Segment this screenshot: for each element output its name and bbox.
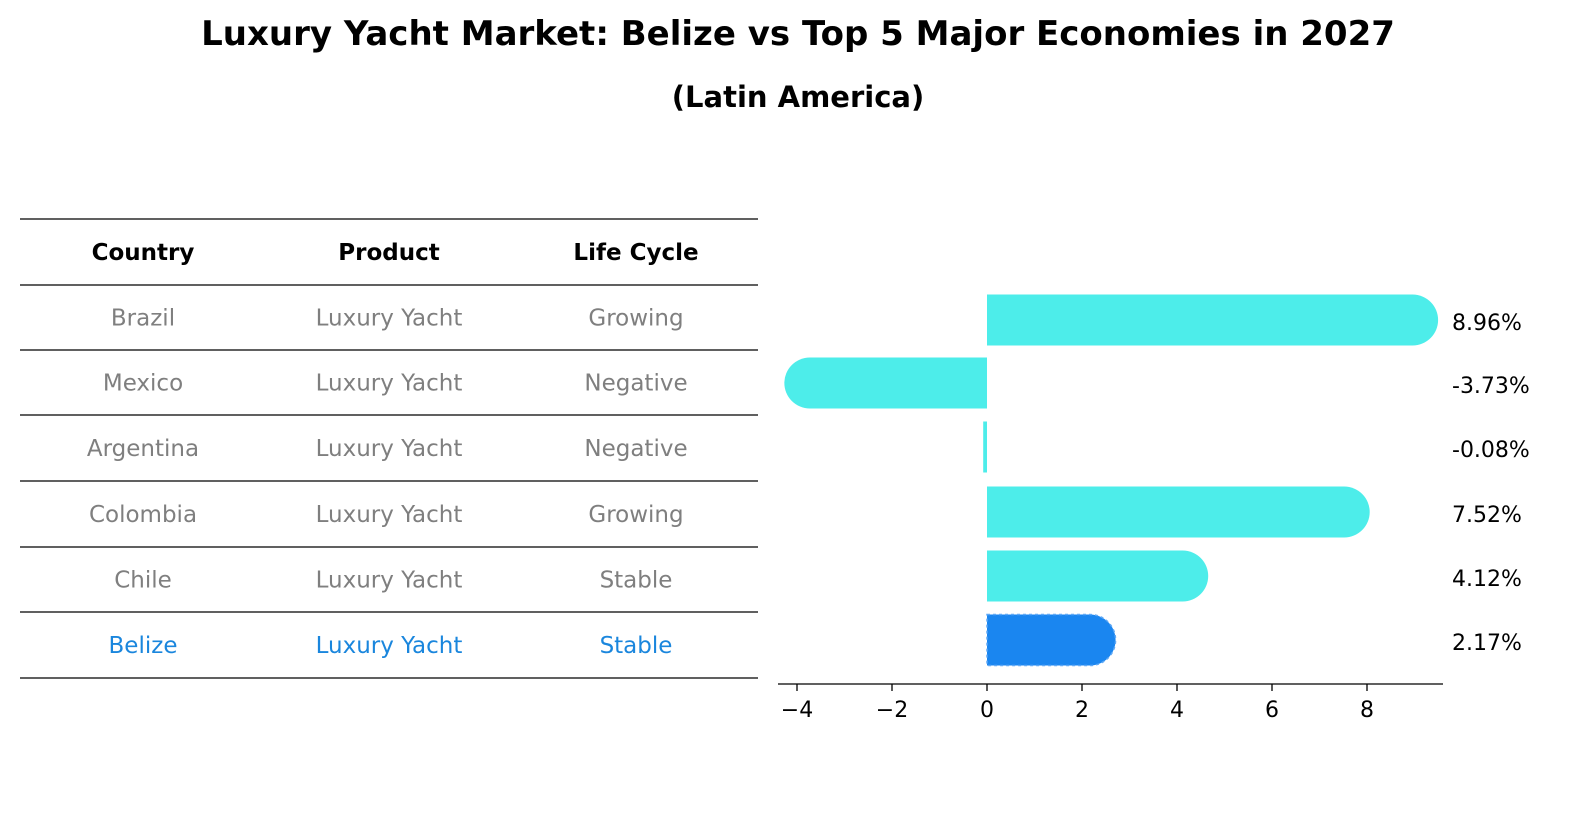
x-tick-label: 0 xyxy=(980,698,994,723)
table-cell: Mexico xyxy=(103,371,183,397)
table-header-cell: Product xyxy=(338,240,439,266)
x-tick-label: 4 xyxy=(1170,698,1184,723)
bar-value-label: 7.52% xyxy=(1452,503,1522,528)
x-tick-label: 2 xyxy=(1075,698,1089,723)
table-cell: Luxury Yacht xyxy=(316,502,463,528)
x-tick-label: 8 xyxy=(1360,698,1374,723)
chart-title: Luxury Yacht Market: Belize vs Top 5 Maj… xyxy=(201,14,1395,54)
chart-subtitle: (Latin America) xyxy=(671,80,925,114)
table-cell: Luxury Yacht xyxy=(316,633,463,659)
x-tick-label: −2 xyxy=(876,698,908,723)
table-cell: Negative xyxy=(584,436,687,462)
table-cell: Brazil xyxy=(111,306,175,332)
x-tick-label: −4 xyxy=(781,698,813,723)
bar xyxy=(986,613,1117,667)
bar xyxy=(784,357,987,409)
table-cell: Growing xyxy=(588,306,683,332)
bar xyxy=(987,550,1209,602)
bar-value-label: -3.73% xyxy=(1452,374,1530,399)
table-cell: Luxury Yacht xyxy=(316,306,463,332)
table-header-cell: Country xyxy=(92,240,195,266)
table-cell: Growing xyxy=(588,502,683,528)
bar-value-label: 4.12% xyxy=(1452,567,1522,592)
table-cell: Luxury Yacht xyxy=(316,371,463,397)
bar xyxy=(987,486,1370,538)
table-cell: Colombia xyxy=(89,502,197,528)
table-cell: Belize xyxy=(109,633,178,659)
bar-value-label: 2.17% xyxy=(1452,631,1522,656)
table-cell: Luxury Yacht xyxy=(316,436,463,462)
bar-value-label: -0.08% xyxy=(1452,438,1530,463)
bar-chart: 8.96% -3.73% -0.08% 7.52% 4.12% 2.17% −4 −2 0 2 4 6… xyxy=(778,294,1530,723)
table-cell: Argentina xyxy=(87,436,199,462)
bar xyxy=(983,421,987,473)
data-table: Country Product Life Cycle Brazil Luxury Yac… xyxy=(20,218,758,679)
table-cell: Negative xyxy=(584,371,687,397)
bar-value-label: 8.96% xyxy=(1452,311,1522,336)
x-tick-label: 6 xyxy=(1265,698,1279,723)
table-cell: Stable xyxy=(600,568,673,594)
table-cell: Luxury Yacht xyxy=(316,568,463,594)
table-cell: Stable xyxy=(600,633,673,659)
table-cell: Chile xyxy=(114,568,172,594)
bar xyxy=(987,294,1439,346)
table-header-cell: Life Cycle xyxy=(573,240,698,266)
